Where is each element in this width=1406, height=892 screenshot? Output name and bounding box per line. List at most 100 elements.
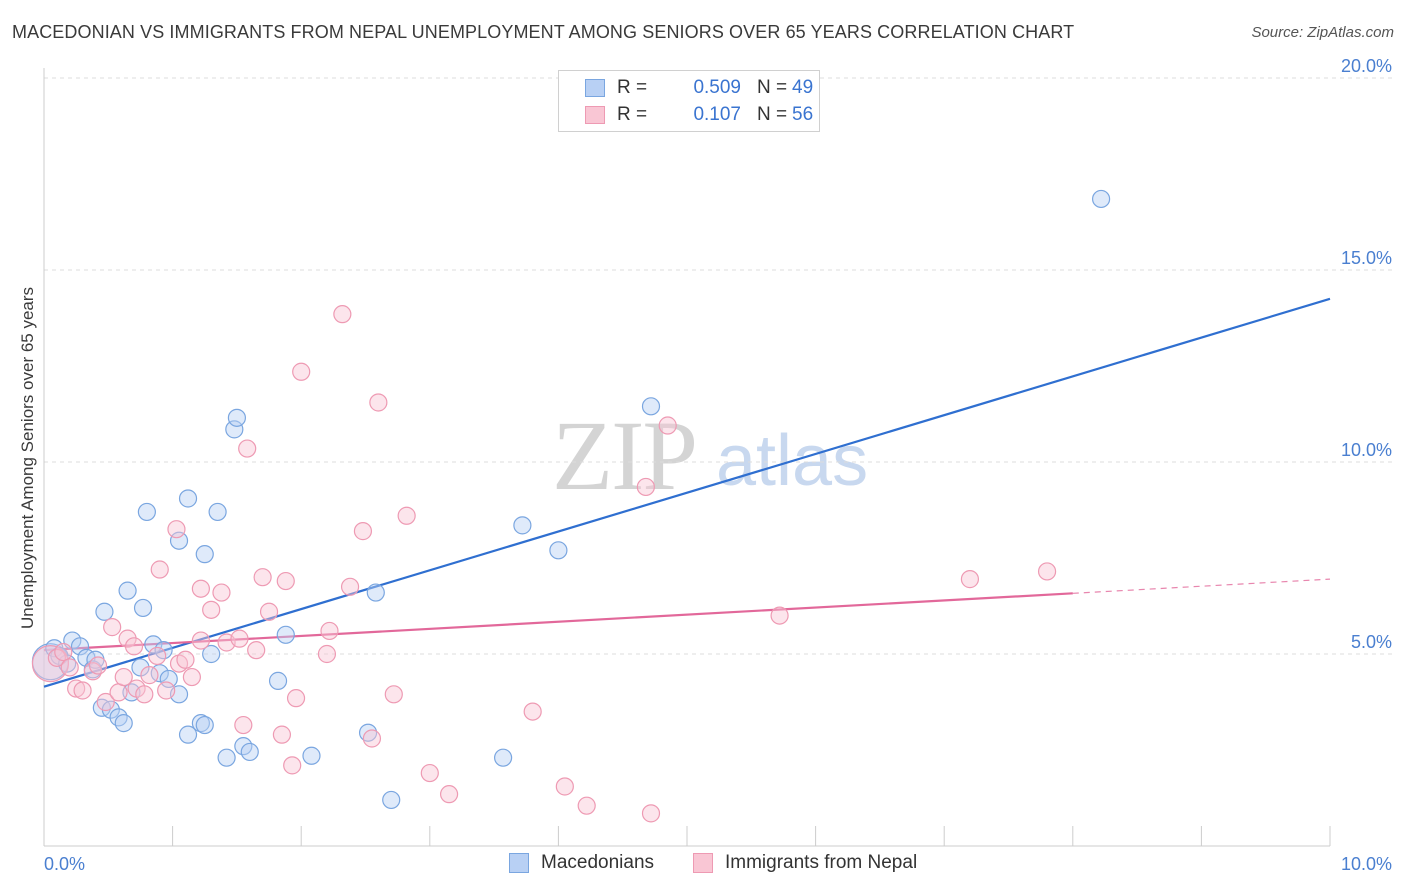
nepal-point [96, 692, 115, 712]
nepal-point [369, 393, 388, 412]
macedonian-point [159, 669, 178, 689]
nepal-point [292, 362, 311, 381]
nepal-point [124, 637, 144, 656]
nepal-point [148, 646, 167, 666]
macedonian-point [169, 531, 189, 550]
nepal-point [60, 658, 79, 677]
nepal-point [333, 305, 352, 324]
nepal-legend-swatch [693, 853, 713, 873]
nepal-trend-line [43, 592, 1073, 652]
macedonian-point [202, 644, 221, 664]
nepal-point [135, 685, 154, 704]
macedonians-legend-label: Macedonians [541, 852, 655, 873]
nepal-point [114, 667, 133, 687]
nepal-point [384, 685, 403, 704]
nepal-point [140, 666, 159, 685]
macedonian-point [144, 635, 163, 654]
macedonian-point [302, 746, 321, 765]
watermark-zip: ZIP [552, 400, 698, 511]
macedonians-swatch [585, 79, 605, 97]
nepal-point [230, 629, 249, 648]
nepal-point [577, 796, 596, 815]
nepal-point [238, 439, 257, 458]
macedonians-legend-swatch [509, 853, 529, 873]
nepal-point [555, 777, 574, 796]
macedonian-point [70, 637, 90, 656]
nepal-point [109, 683, 128, 702]
macedonian-point [208, 502, 227, 522]
macedonian-point [225, 420, 244, 439]
macedonian-point [195, 545, 214, 564]
macedonian-point [513, 516, 532, 535]
macedonian-point [240, 742, 259, 762]
nepal-point [167, 520, 186, 539]
nepal-point [439, 785, 459, 804]
nepal-point [88, 656, 108, 675]
nepal-point [253, 568, 272, 587]
nepal-point [157, 681, 176, 700]
nepal-n-value: 56 [792, 104, 814, 125]
nepal-point [150, 560, 169, 579]
nepal-point [362, 729, 382, 748]
source-label: Source: ZipAtlas.com [1251, 24, 1394, 41]
nepal-point [770, 606, 789, 625]
macedonian-point [366, 583, 385, 602]
axes [43, 68, 1331, 847]
macedonian-point [549, 541, 568, 560]
nepal-point [234, 715, 253, 735]
y-tick-label: 5.0% [1351, 632, 1392, 652]
nepal-point [176, 650, 195, 669]
legend-r-label: R = [617, 77, 648, 98]
macedonian-point [276, 625, 295, 644]
nepal-trend-extrapolation [1072, 578, 1331, 594]
macedonian-point [494, 748, 513, 767]
legend-n-label: N = [757, 77, 788, 98]
macedonian-point [382, 790, 401, 810]
y-tick-label: 15.0% [1341, 248, 1392, 268]
macedonian-point [95, 602, 114, 621]
macedonian-point [118, 581, 137, 600]
nepal-point [658, 416, 677, 435]
chart-title: MACEDONIAN VS IMMIGRANTS FROM NEPAL UNEM… [12, 22, 1075, 42]
nepal-point [202, 600, 221, 619]
data-points [31, 189, 1111, 823]
x-tick-label: 10.0% [1341, 854, 1392, 874]
correlation-legend: R = 0.509 N = 49 R = 0.107 N = 56 [558, 70, 820, 132]
nepal-point [523, 702, 542, 721]
macedonian-point [195, 715, 214, 735]
nepal-point [83, 662, 102, 681]
nepal-point [276, 571, 295, 591]
macedonian-point [178, 489, 198, 508]
macedonians-trend-line [43, 297, 1331, 688]
nepal-point [73, 681, 92, 700]
nepal-point [272, 725, 292, 744]
macedonian-point [217, 748, 236, 767]
macedonian-point [227, 408, 246, 427]
nepal-r-value: 0.107 [693, 104, 741, 125]
gridlines [44, 77, 1392, 655]
nepal-point [182, 667, 201, 687]
nepal-point [212, 583, 231, 602]
nepal-point [641, 804, 661, 823]
y-tick-label: 20.0% [1341, 56, 1392, 76]
nepal-point [286, 689, 306, 708]
nepal-point [353, 522, 373, 541]
nepal-point [191, 631, 210, 650]
nepal-point [247, 641, 266, 660]
y-tick-label: 10.0% [1341, 440, 1392, 460]
nepal-point [320, 621, 339, 641]
macedonian-point [114, 714, 133, 733]
macedonian-point [178, 725, 198, 744]
macedonian-point [109, 708, 128, 727]
x-tick-label: 0.0% [44, 854, 85, 874]
macedonian-point [268, 671, 288, 690]
macedonian-point [137, 502, 156, 522]
nepal-point [340, 577, 360, 596]
nepal-point [191, 579, 210, 598]
legend-r-label: R = [617, 104, 648, 125]
macedonian-point [641, 397, 661, 416]
nepal-point [103, 618, 122, 637]
nepal-point [1037, 562, 1057, 581]
trend-lines [43, 297, 1331, 688]
